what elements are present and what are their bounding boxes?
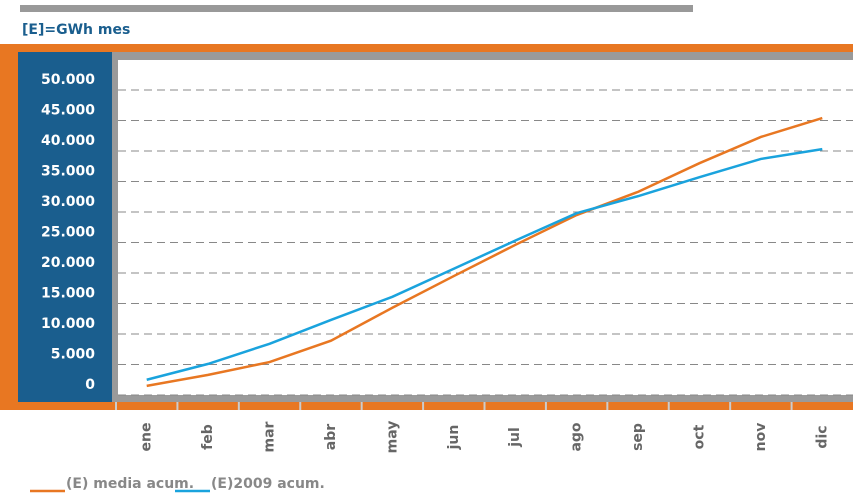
plot-area [118,60,853,395]
y-tick-label: 45.000 [41,103,95,119]
x-tick-label: ago [569,422,585,451]
x-tick-label: nov [753,423,769,452]
x-tick-label: may [384,421,400,454]
x-tick-label: jul [507,427,523,448]
y-tick-label: 25.000 [41,225,95,241]
series-line [146,116,823,388]
y-tick-label: 40.000 [41,133,95,149]
series-line [146,147,823,381]
x-tick-label: dic [814,425,830,448]
x-tick-label: mar [262,421,278,452]
y-axis-panel [18,52,112,402]
x-tick-label: jun [446,425,462,451]
y-tick-label: 5.000 [51,347,96,363]
y-tick-label: 10.000 [41,316,95,332]
legend-label: (E) media acum. [66,476,194,492]
y-tick-label: 35.000 [41,164,95,180]
y-tick-label: 15.000 [41,286,95,302]
x-tick-label: abr [323,424,339,450]
y-tick-label: 50.000 [41,72,95,88]
y-tick-label: 30.000 [41,194,95,210]
x-tick-label: oct [691,424,707,449]
x-tick-label: sep [630,423,646,451]
y-tick-label: 0 [85,377,95,393]
y-tick-label: 20.000 [41,255,95,271]
unit-label: [E]=GWh mes [22,22,130,38]
legend-label: (E)2009 acum. [211,476,325,492]
title-bar [20,5,693,12]
x-tick-label: feb [200,424,216,450]
x-tick-label: ene [139,423,155,452]
